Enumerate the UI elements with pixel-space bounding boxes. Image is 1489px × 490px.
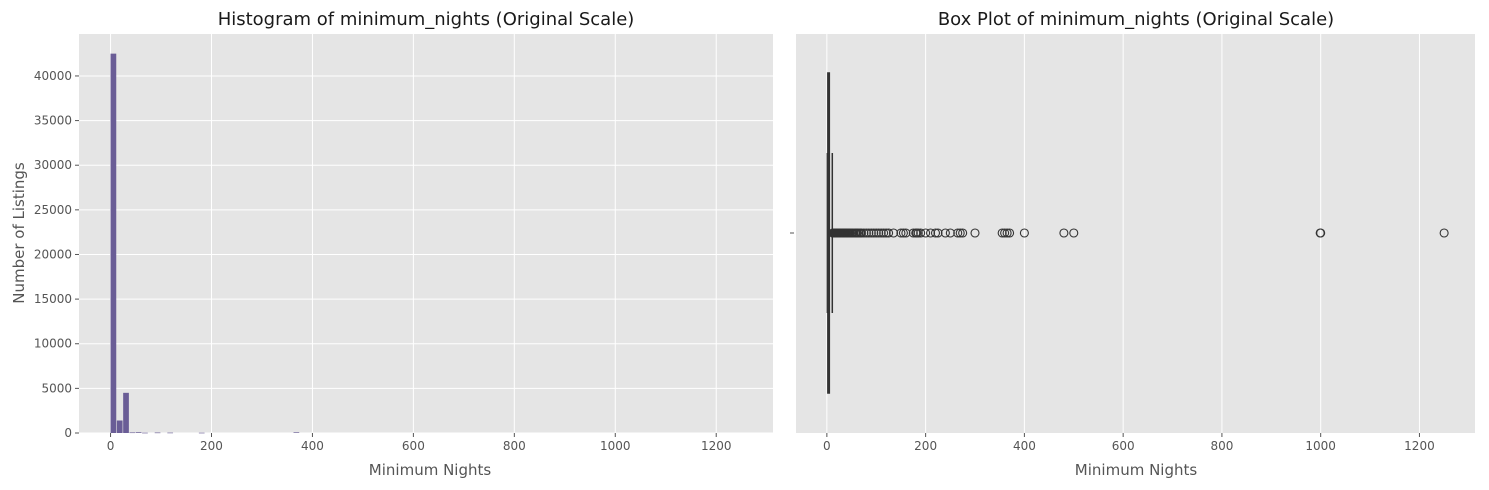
histogram-y-tick-label: 15000	[34, 292, 72, 306]
boxplot-x-ticks: 0 200 400 600 800 1000 1200	[823, 433, 1435, 453]
histogram-title: Histogram of minimum_nights (Original Sc…	[218, 9, 635, 30]
histogram-bar	[116, 420, 123, 433]
histogram-bar	[198, 432, 205, 434]
boxplot-outlier-point	[879, 228, 889, 238]
boxplot-outlier-point	[970, 228, 980, 238]
boxplot-outlier-point	[1000, 228, 1010, 238]
boxplot-outlier-point	[921, 228, 931, 238]
boxplot-x-tick-label: 1200	[1404, 439, 1435, 453]
boxplot-x-tick-label: 800	[1210, 439, 1233, 453]
boxplot-outlier-point	[859, 228, 869, 238]
histogram-bar	[142, 432, 148, 434]
boxplot-x-tick-label: 200	[914, 439, 937, 453]
histogram-bar	[167, 432, 174, 434]
boxplot-outlier-point	[896, 228, 906, 238]
boxplot-outlier-point	[874, 228, 884, 238]
histogram-panel: 0 200 400 600 800 1000 1200 0 5000 10000 15000 200…	[10, 9, 773, 479]
boxplot-x-tick-label: 0	[823, 439, 831, 453]
boxplot-outlier-point	[861, 228, 871, 238]
boxplot-x-axis-label: Minimum Nights	[1075, 461, 1198, 479]
boxplot-outlier-point	[884, 228, 894, 238]
boxplot-outlier-point	[869, 228, 879, 238]
boxplot-outlier-point	[933, 228, 943, 238]
boxplot-outlier-point	[881, 228, 891, 238]
boxplot-outlier-point	[1069, 228, 1079, 238]
histogram-x-tick-label: 200	[200, 439, 223, 453]
histogram-y-tick-label: 0	[64, 426, 72, 440]
boxplot-outlier-point	[926, 228, 936, 238]
histogram-x-tick-label: 1200	[701, 439, 732, 453]
boxplot-outlier-point	[958, 228, 968, 238]
histogram-x-tick-label: 600	[402, 439, 425, 453]
histogram-bar	[123, 392, 129, 433]
histogram-bar	[110, 53, 117, 434]
histogram-gridlines	[79, 34, 773, 434]
histogram-bar	[129, 432, 136, 434]
histogram-y-tick-label: 25000	[34, 203, 72, 217]
histogram-bar	[293, 432, 300, 433]
histogram-y-ticks: 0 5000 10000 15000 20000 25000 30000 35000 40000	[34, 69, 79, 440]
histogram-y-axis-label: Number of Listings	[10, 162, 28, 304]
histogram-y-tick-label: 40000	[34, 69, 72, 83]
boxplot-outlier-point	[864, 228, 874, 238]
boxplot-outlier-point	[913, 228, 923, 238]
boxplot-outlier-point	[1059, 228, 1069, 238]
boxplot-title: Box Plot of minimum_nights (Original Sca…	[938, 9, 1334, 30]
histogram-x-axis-label: Minimum Nights	[369, 461, 492, 479]
boxplot-outlier-point	[876, 228, 886, 238]
boxplot-outlier-point	[901, 228, 911, 238]
histogram-y-tick-label: 20000	[34, 247, 72, 261]
histogram-bar	[135, 432, 142, 433]
histogram-x-tick-label: 400	[301, 439, 324, 453]
boxplot-outlier-point	[866, 228, 876, 238]
boxplot-outlier-point	[898, 228, 908, 238]
boxplot-outlier-point	[908, 228, 918, 238]
boxplot-outlier-point	[1439, 228, 1449, 238]
histogram-plot-background	[79, 34, 773, 433]
histogram-y-tick-label: 5000	[41, 381, 72, 395]
boxplot-outlier-point	[871, 228, 881, 238]
boxplot-panel: 0 200 400 600 800 1000 1200 Box Plot of minimu…	[790, 9, 1475, 479]
histogram-y-tick-label: 30000	[34, 158, 72, 172]
boxplot-outlier-point	[940, 228, 950, 238]
boxplot-outlier-point	[945, 228, 955, 238]
histogram-x-tick-label: 1000	[600, 439, 631, 453]
histogram-bar	[154, 432, 161, 434]
histogram-x-tick-label: 0	[107, 439, 115, 453]
boxplot-outlier-point	[1316, 228, 1326, 238]
boxplot-outlier-point	[930, 228, 941, 238]
boxplot-outlier-point	[1002, 228, 1012, 238]
histogram-x-tick-label: 800	[503, 439, 526, 453]
histogram-y-tick-label: 10000	[34, 337, 72, 351]
boxplot-x-tick-label: 400	[1013, 439, 1036, 453]
histogram-x-ticks: 0 200 400 600 800 1000 1200	[107, 433, 732, 453]
boxplot-outlier-point	[1019, 228, 1029, 238]
histogram-bars	[110, 53, 300, 434]
boxplot-outlier-point	[953, 228, 963, 238]
boxplot-outlier-point	[856, 228, 866, 238]
histogram-y-tick-label: 35000	[34, 114, 72, 128]
boxplot-outlier-point	[916, 228, 926, 238]
boxplot-outlier-point	[1005, 228, 1015, 238]
boxplot-outliers	[828, 228, 1449, 238]
boxplot-outlier-point	[888, 228, 899, 238]
boxplot-outlier-point	[997, 228, 1007, 238]
boxplot-x-tick-label: 1000	[1305, 439, 1336, 453]
boxplot-x-tick-label: 600	[1112, 439, 1135, 453]
boxplot-outlier-point	[955, 228, 965, 238]
